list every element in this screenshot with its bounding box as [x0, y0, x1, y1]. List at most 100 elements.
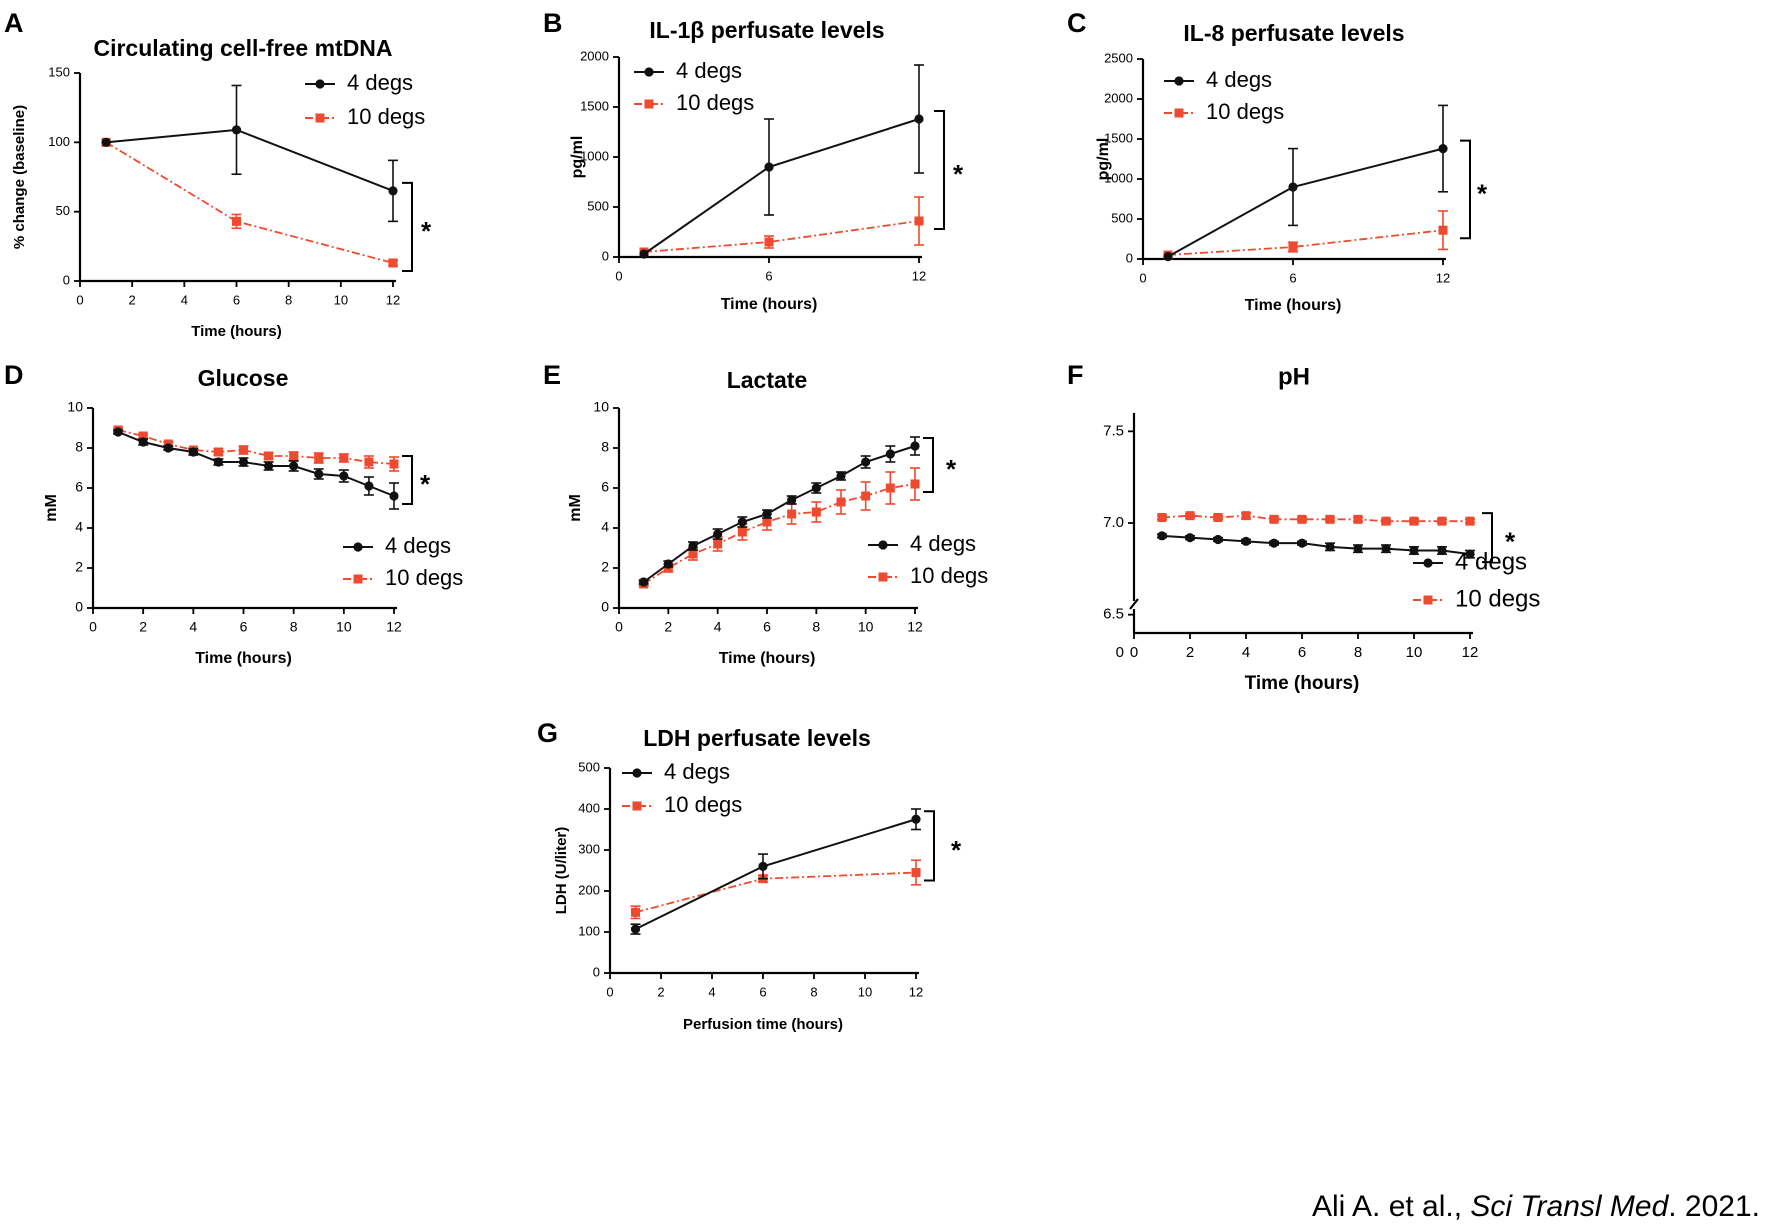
data-point — [113, 427, 123, 437]
x-axis-label-c: Time (hours) — [1245, 297, 1342, 314]
legend-entry-red-a: 10 degs — [305, 104, 425, 129]
y-tick-label-c: 1000 — [1104, 170, 1133, 185]
x-axis-label-e: Time (hours) — [719, 650, 816, 667]
data-point — [1185, 533, 1195, 543]
x-tick-label-d: 6 — [240, 619, 248, 635]
origin-tick-label-f: 0 — [1116, 644, 1124, 661]
significance-bracket-f — [1482, 512, 1493, 564]
y-tick-label-c: 500 — [1111, 210, 1133, 225]
legend-marker — [1423, 558, 1433, 568]
legend-label: 4 degs — [664, 759, 730, 784]
data-point — [1213, 534, 1223, 545]
citation-journal: Sci Transl Med — [1470, 1190, 1669, 1223]
x-axis-label-g: Perfusion time (hours) — [683, 1016, 843, 1033]
data-point — [1353, 514, 1363, 524]
legend-marker — [878, 572, 888, 582]
panel-letter-d: D — [4, 360, 24, 390]
chart-title-c: IL-8 perfusate levels — [1183, 20, 1404, 46]
legend-entry-black-c: 4 degs — [1164, 67, 1272, 92]
panel-letter-a: A — [4, 8, 24, 38]
x-tick-label-f: 6 — [1298, 644, 1306, 661]
x-tick-label-d: 8 — [290, 619, 298, 635]
significance-star-e: * — [946, 454, 957, 484]
x-tick-label-a: 0 — [76, 292, 83, 307]
x-tick-label-g: 8 — [810, 984, 817, 999]
data-point — [1353, 544, 1363, 554]
series-red-f — [1157, 511, 1475, 526]
data-point — [1381, 544, 1391, 554]
x-tick-label-g: 10 — [858, 984, 872, 999]
legend-label: 4 degs — [347, 70, 413, 95]
y-tick-label-e: 4 — [601, 519, 609, 535]
series-line — [1167, 229, 1444, 256]
data-point — [885, 449, 895, 459]
legend-label: 4 degs — [676, 58, 742, 83]
y-tick-label-f: 6.5 — [1103, 606, 1124, 623]
data-point — [1409, 516, 1419, 526]
legend-marker — [632, 801, 642, 811]
legend-marker — [315, 79, 325, 89]
data-point — [1185, 511, 1195, 521]
y-tick-label-d: 10 — [67, 399, 83, 415]
significance-star-f: * — [1505, 527, 1516, 557]
y-tick-label-d: 2 — [75, 559, 83, 575]
data-point — [263, 461, 274, 471]
data-point — [1163, 252, 1173, 262]
data-point — [1465, 516, 1475, 526]
y-tick-label-g: 400 — [578, 800, 600, 815]
data-point — [1241, 536, 1251, 546]
x-tick-label-e: 0 — [615, 619, 623, 635]
legend-entry-red-f: 10 degs — [1413, 585, 1540, 612]
data-point — [762, 509, 772, 519]
legend-entry-black-e: 4 degs — [868, 531, 976, 556]
y-tick-label-d: 4 — [75, 519, 83, 535]
data-point — [914, 216, 924, 226]
data-point — [764, 237, 774, 247]
significance-star-a: * — [421, 216, 432, 246]
legend-label: 4 degs — [1206, 67, 1272, 92]
legend-entry-black-g: 4 degs — [622, 759, 730, 784]
data-point — [787, 509, 797, 519]
legend-marker — [1174, 76, 1184, 86]
x-axis-label-f: Time (hours) — [1245, 673, 1360, 694]
x-tick-label-a: 12 — [386, 292, 400, 307]
data-point — [639, 249, 649, 259]
series-line — [1167, 147, 1444, 258]
x-axis-label-b: Time (hours) — [721, 296, 818, 313]
series-black-e — [638, 436, 920, 587]
data-point — [1213, 513, 1223, 522]
panel-letter-c: C — [1067, 8, 1087, 38]
data-point — [713, 529, 723, 539]
data-point — [231, 125, 242, 135]
x-tick-label-a: 6 — [233, 292, 240, 307]
data-point — [914, 114, 924, 124]
data-point — [389, 491, 399, 501]
legend-entry-red-e: 10 degs — [868, 563, 988, 588]
x-tick-label-f: 10 — [1406, 644, 1423, 661]
y-axis-label-c: pg/ml — [1095, 138, 1112, 181]
panel-letter-f: F — [1067, 360, 1084, 390]
data-point — [188, 447, 198, 457]
significance-bracket-d — [402, 455, 413, 505]
legend-label: 10 degs — [676, 90, 754, 115]
x-tick-label-f: 0 — [1130, 644, 1138, 661]
panel-c: C IL-8 perfusate levels 0 6 12 0 500 1000 1500 20… — [1067, 8, 1488, 314]
series-line — [117, 429, 395, 465]
data-point — [138, 437, 148, 447]
series-black-f — [1157, 531, 1475, 559]
data-point — [885, 483, 895, 493]
panel-letter-g: G — [537, 718, 558, 748]
y-tick-label-e: 6 — [601, 479, 609, 495]
y-tick-label-b: 500 — [587, 198, 609, 213]
series-red-a — [101, 137, 398, 268]
y-tick-label-e: 8 — [601, 439, 609, 455]
data-point — [861, 491, 871, 501]
data-point — [239, 445, 248, 455]
y-axis-label-b: pg/ml — [569, 136, 586, 179]
data-point — [314, 469, 324, 479]
data-point — [910, 441, 920, 451]
x-tick-label-c: 0 — [1139, 270, 1146, 285]
data-point — [389, 459, 399, 469]
x-tick-label-f: 2 — [1186, 644, 1194, 661]
x-tick-label-f: 8 — [1354, 644, 1362, 661]
